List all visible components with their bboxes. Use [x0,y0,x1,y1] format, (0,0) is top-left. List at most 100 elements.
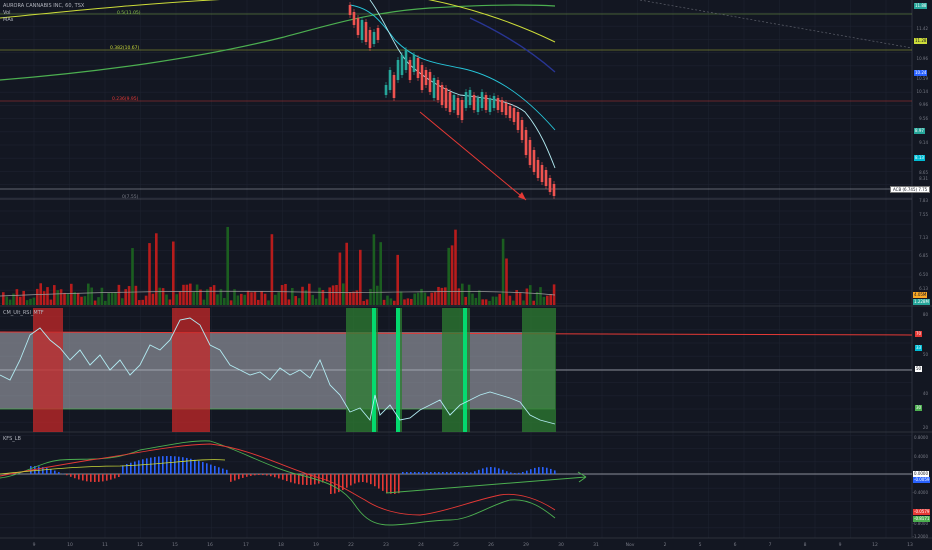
oscillator-histogram-bar [222,468,224,474]
volume-bar [410,298,413,305]
oscillator-histogram-bar [258,474,260,476]
volume-bar [433,292,437,305]
oscillator-histogram-bar [442,472,444,474]
time-axis-label: 18 [278,543,284,548]
time-axis-label: 7 [768,543,772,548]
oscillator-histogram-bar [394,474,396,494]
volume-bar [535,291,539,305]
fib-level-label: 0.236(9.95) [112,97,139,102]
price-axis-label: 9.14 [919,140,928,145]
volume-bar [22,290,25,305]
oscillator-histogram-bar [206,463,208,474]
oscillator-histogram-bar [214,465,216,474]
volume-bar [141,299,144,305]
volume-bar [430,292,433,305]
candle-body [440,85,444,105]
oscillator-histogram-bar [322,474,324,483]
oscillator-histogram-bar [542,467,544,474]
oscillator-histogram-bar [538,467,540,474]
candle-body [516,112,520,130]
oscillator-histogram-bar [262,474,264,476]
divergence-arrowhead [577,471,587,483]
volume-bar [467,284,471,305]
volume-bar [236,295,240,305]
oscillator-histogram-bar [270,474,272,477]
time-axis-label: 16 [207,543,213,548]
volume-bar [192,292,195,305]
candle-body [424,70,428,85]
oscillator-histogram-bar [74,474,76,479]
oscillator-histogram-bar [170,456,172,474]
volume-indicator-label[interactable]: Vol [3,10,11,16]
volume-bar [59,289,63,305]
volume-bar [287,299,291,305]
volume-tag: 1.228M [913,299,930,305]
volume-bar [107,293,110,305]
volume-bar [134,285,138,305]
volume-bar [216,294,219,305]
volume-bar [450,245,454,305]
volume-bar [318,287,321,305]
volume-bar [87,283,90,305]
oscillator-histogram-bar [398,474,400,494]
price-tag: 10.24 [914,70,928,76]
candle-body [356,18,360,35]
volume-bar [440,287,444,305]
candle-body [548,178,552,192]
ma-yellow-line [0,0,556,43]
oscillator-histogram-bar [526,470,528,474]
volume-bar [83,296,87,305]
volume-bar [144,295,148,305]
oscillator-histogram-bar [318,474,320,484]
oscillator-histogram-bar [466,472,468,474]
osc-tag: 0.0000 [913,471,929,477]
oscillator-histogram-bar [98,474,100,482]
volume-bar [226,226,229,305]
volume-tag: 4.05M [913,292,928,298]
volume-bar [525,288,529,305]
volume-bar [36,288,39,305]
time-axis-label: 22 [348,543,354,548]
volume-bar [498,293,501,305]
volume-bar [508,295,512,305]
rsi-indicator-label[interactable]: CM_Ult_RSI_MTF [3,310,44,316]
rsi-oversold-highlight [396,308,400,432]
volume-bar [240,293,243,305]
volume-bar [66,293,70,305]
rsi-line [0,317,556,425]
oscillator-histogram-bar [82,474,84,481]
ma-blue-line [469,17,556,73]
rsi-oversold-zone [522,308,556,432]
candle-body [464,92,468,108]
volume-bar [250,292,253,305]
oscillator-histogram-bar [474,471,476,474]
oscillator-histogram-bar [430,472,432,474]
oscillator-histogram-bar [34,466,36,474]
candle-body [388,70,392,90]
time-axis-label: 17 [243,543,249,548]
volume-bar [178,291,182,305]
volume-bar [165,294,168,305]
oscillator-indicator-label[interactable]: KFS_LB [3,436,21,442]
oscillator-histogram-bar [102,474,104,482]
volume-bar [403,299,406,305]
volume-bar [246,290,250,305]
candle-body [412,55,416,72]
ma-indicator-label[interactable]: MAs [3,17,14,23]
volume-bar [348,292,352,305]
candle-body [360,20,364,40]
oscillator-histogram-bar [234,474,236,481]
price-tag: 11.28 [914,38,928,44]
candle-body [472,95,476,110]
volume-bar [529,285,532,305]
oscillator-histogram-bar [66,474,68,476]
oscillator-histogram-bar [238,474,240,480]
oscillator-histogram-bar [422,472,424,474]
volume-bar [42,291,46,305]
oscillator-histogram-bar [90,474,92,482]
time-axis-label: 26 [488,543,494,548]
volume-bar [100,287,104,305]
volume-bar [399,291,403,305]
volume-bar [546,295,549,305]
